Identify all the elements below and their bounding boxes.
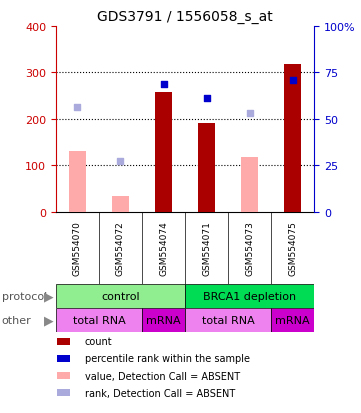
Bar [57, 389, 70, 396]
Point [118, 158, 123, 165]
Text: GSM554071: GSM554071 [202, 221, 211, 276]
Text: value, Detection Call = ABSENT: value, Detection Call = ABSENT [84, 370, 240, 380]
Bar [57, 339, 70, 345]
Text: mRNA: mRNA [275, 316, 310, 325]
Text: GSM554070: GSM554070 [73, 221, 82, 276]
Text: total RNA: total RNA [202, 316, 255, 325]
Text: percentile rank within the sample: percentile rank within the sample [84, 354, 250, 363]
Bar [198, 123, 215, 212]
Text: other: other [2, 316, 31, 325]
Bar [57, 373, 70, 379]
Bar [185, 309, 271, 332]
Bar [142, 309, 185, 332]
Point [247, 111, 252, 117]
Title: GDS3791 / 1556058_s_at: GDS3791 / 1556058_s_at [97, 10, 273, 24]
Bar [271, 309, 314, 332]
Text: ▶: ▶ [44, 314, 53, 327]
Text: control: control [101, 292, 140, 301]
Point [290, 78, 295, 84]
Text: total RNA: total RNA [73, 316, 125, 325]
Bar [56, 309, 142, 332]
Bar [57, 356, 70, 362]
Point [75, 104, 81, 111]
Bar [241, 158, 258, 212]
Bar [284, 65, 301, 212]
Text: count: count [84, 337, 112, 347]
Bar [155, 93, 172, 212]
Bar [185, 285, 314, 309]
Text: GSM554074: GSM554074 [159, 221, 168, 276]
Text: GSM554072: GSM554072 [116, 221, 125, 276]
Bar [112, 196, 129, 212]
Text: GSM554073: GSM554073 [245, 221, 254, 276]
Text: rank, Detection Call = ABSENT: rank, Detection Call = ABSENT [84, 387, 235, 398]
Bar [56, 285, 185, 309]
Bar [69, 152, 86, 212]
Point [161, 81, 166, 88]
Text: mRNA: mRNA [146, 316, 181, 325]
Text: BRCA1 depletion: BRCA1 depletion [203, 292, 296, 301]
Text: ▶: ▶ [44, 290, 53, 303]
Text: GSM554075: GSM554075 [288, 221, 297, 276]
Point [204, 95, 209, 102]
Text: protocol: protocol [2, 292, 47, 301]
